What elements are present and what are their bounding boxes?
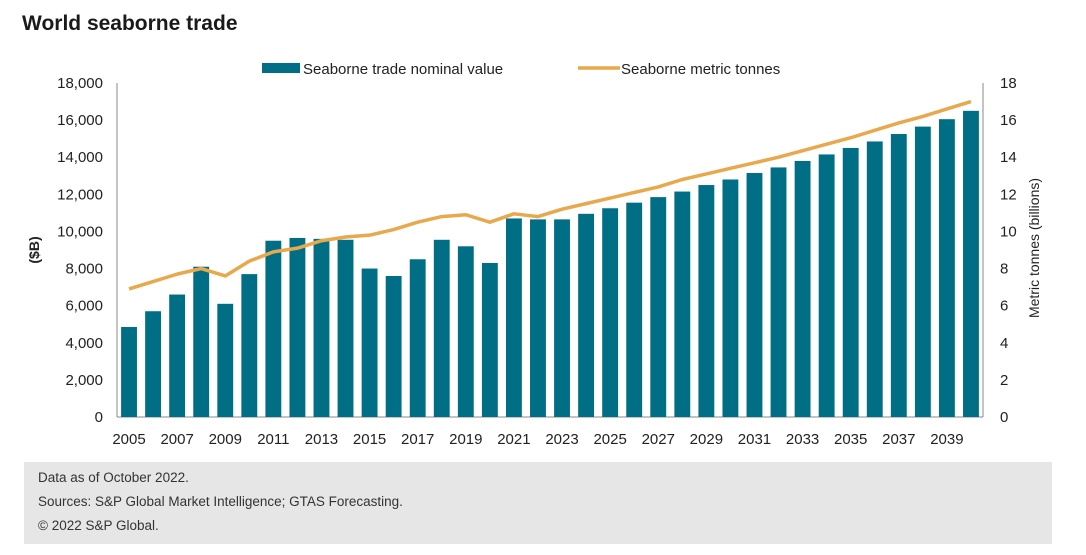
bar [938,119,955,417]
bar [217,303,234,417]
y-axis-title: ($B) [26,236,42,263]
y2-tick-label: 2 [1000,372,1008,389]
bar [530,219,546,417]
bar [265,240,282,417]
y-tick-label: 14,000 [57,149,103,166]
bar [169,294,186,417]
y2-tick-label: 8 [1000,261,1008,278]
bar [626,202,643,417]
bar [145,311,162,417]
footer-copyright: © 2022 S&P Global. [38,518,159,533]
bar [866,141,883,417]
tonnes-line [128,99,972,291]
bar [193,266,210,417]
y2-tick-label: 6 [1000,298,1008,315]
y2-tick-label: 16 [1000,112,1017,129]
y-tick-label: 10,000 [57,223,103,240]
x-tick-label: 2015 [353,431,386,448]
bar [385,275,402,417]
x-tick-label: 2037 [882,431,915,448]
y2-tick-label: 0 [1000,409,1008,426]
bar [818,154,835,417]
y2-tick-label: 10 [1000,223,1017,240]
x-tick-label: 2023 [545,431,578,448]
footer-notes: Data as of October 2022. Sources: S&P Gl… [24,462,1052,544]
bar [794,160,811,417]
bar [241,274,258,417]
y-tick-label: 0 [95,409,103,426]
y2-tick-label: 18 [1000,75,1017,92]
x-tick-label: 2035 [834,431,867,448]
bar [457,246,474,417]
bar [361,268,378,417]
y-tick-label: 16,000 [57,112,103,129]
bar [433,239,450,417]
bar [337,239,354,417]
bar [746,172,763,417]
x-tick-label: 2033 [786,431,819,448]
bar [842,147,859,417]
y-tick-label: 8,000 [65,261,103,278]
x-tick-label: 2009 [209,431,242,448]
bar [505,218,522,417]
y2-tick-label: 14 [1000,149,1017,166]
y2-tick-label: 4 [1000,335,1008,352]
footer-data-date: Data as of October 2022. [38,470,189,485]
bar [554,219,570,417]
y-tick-label: 18,000 [57,75,103,92]
bar [963,110,979,417]
x-tick-label: 2029 [690,431,723,448]
legend-line-label: Seaborne metric tonnes [621,61,780,78]
bar [313,238,330,417]
x-tick-label: 2027 [642,431,675,448]
x-tick-label: 2021 [497,431,530,448]
footer-sources: Sources: S&P Global Market Intelligence;… [38,494,403,509]
y-tick-label: 12,000 [57,186,103,203]
bar [481,262,498,417]
y-tick-label: 6,000 [65,298,103,315]
bar [602,208,619,417]
bar [674,191,691,417]
x-tick-label: 2019 [449,431,482,448]
x-tick-label: 2005 [112,431,145,448]
x-tick-label: 2007 [160,431,193,448]
y-tick-label: 4,000 [65,335,103,352]
x-tick-label: 2013 [305,431,338,448]
bar [289,237,306,417]
x-tick-label: 2031 [738,431,771,448]
chart-title: World seaborne trade [22,12,238,35]
bar [722,179,739,417]
y2-axis-title: Metric tonnes (billions) [1026,178,1042,318]
bar [770,167,787,417]
legend-bar-swatch [262,63,300,73]
x-tick-label: 2011 [257,431,289,448]
y-tick-label: 2,000 [65,372,103,389]
legend-bar-label: Seaborne trade nominal value [303,61,503,78]
bar [698,185,715,417]
bar [890,134,907,417]
x-tick-label: 2025 [593,431,626,448]
y2-tick-label: 12 [1000,186,1017,203]
bar [650,197,667,417]
x-tick-label: 2017 [401,431,434,448]
chart: 0 2,000 4,000 6,000 8,000 10,000 12,000 14,000 1… [26,61,1042,448]
bar [578,213,595,417]
bar [121,327,137,417]
bar [914,126,931,417]
bar [409,259,426,417]
x-tick-label: 2039 [930,431,963,448]
